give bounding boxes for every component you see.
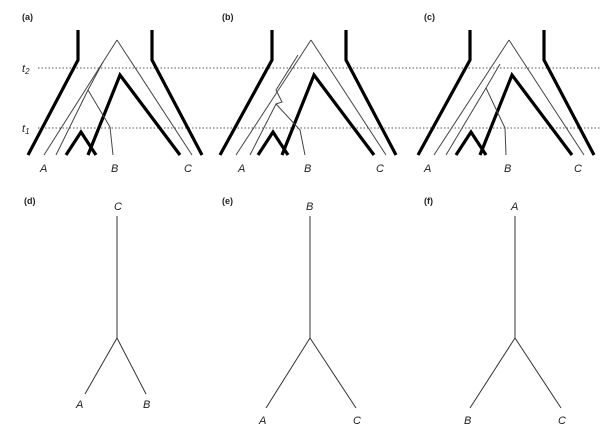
taxon-label-c-B: B [504,163,511,175]
tree-e [265,216,357,409]
panel-label-a: (a) [22,12,33,22]
tree-d-right-label: B [143,399,150,411]
panel-label-f: (f) [424,196,433,206]
gene-tree-a [43,39,193,156]
tree-f-root-label: A [510,201,518,213]
taxon-label-a-C: C [184,163,192,175]
panel-label-c: (c) [424,12,435,22]
species-tree-b [218,30,398,156]
panel-e: (e) B A C [222,196,361,427]
taxon-label-c-A: A [423,163,431,175]
panel-label-d: (d) [24,196,36,206]
tree-e-right-label: C [353,415,361,427]
tree-e-root-label: B [306,201,313,213]
panel-d: (d) C A B [24,196,150,411]
tree-d-left-label: A [75,399,83,411]
species-tree-a [26,30,204,156]
tree-d-root-label: C [114,201,122,213]
gene-tree-b [235,39,387,156]
taxon-label-b-B: B [304,163,311,175]
tree-f [469,216,562,409]
tree-d [84,216,147,395]
panel-label-b: (b) [222,12,234,22]
panel-a: (a) A B C [22,12,204,175]
taxon-label-a-B: B [111,163,118,175]
gene-tree-c [433,39,585,156]
panel-f: (f) A B C [424,196,566,427]
taxon-label-b-C: C [376,163,384,175]
taxon-label-a-A: A [39,163,47,175]
time-label-t1: t1 [22,123,30,136]
panel-b: (b) A B C [218,12,398,175]
tree-f-right-label: C [558,415,566,427]
time-label-t2: t2 [22,63,30,76]
species-tree-c [416,30,596,156]
tree-f-left-label: B [464,415,471,427]
tree-e-left-label: A [258,415,266,427]
panel-c: (c) A B C [416,12,596,175]
panel-label-e: (e) [222,196,233,206]
taxon-label-b-A: A [237,163,245,175]
taxon-label-c-C: C [574,163,582,175]
